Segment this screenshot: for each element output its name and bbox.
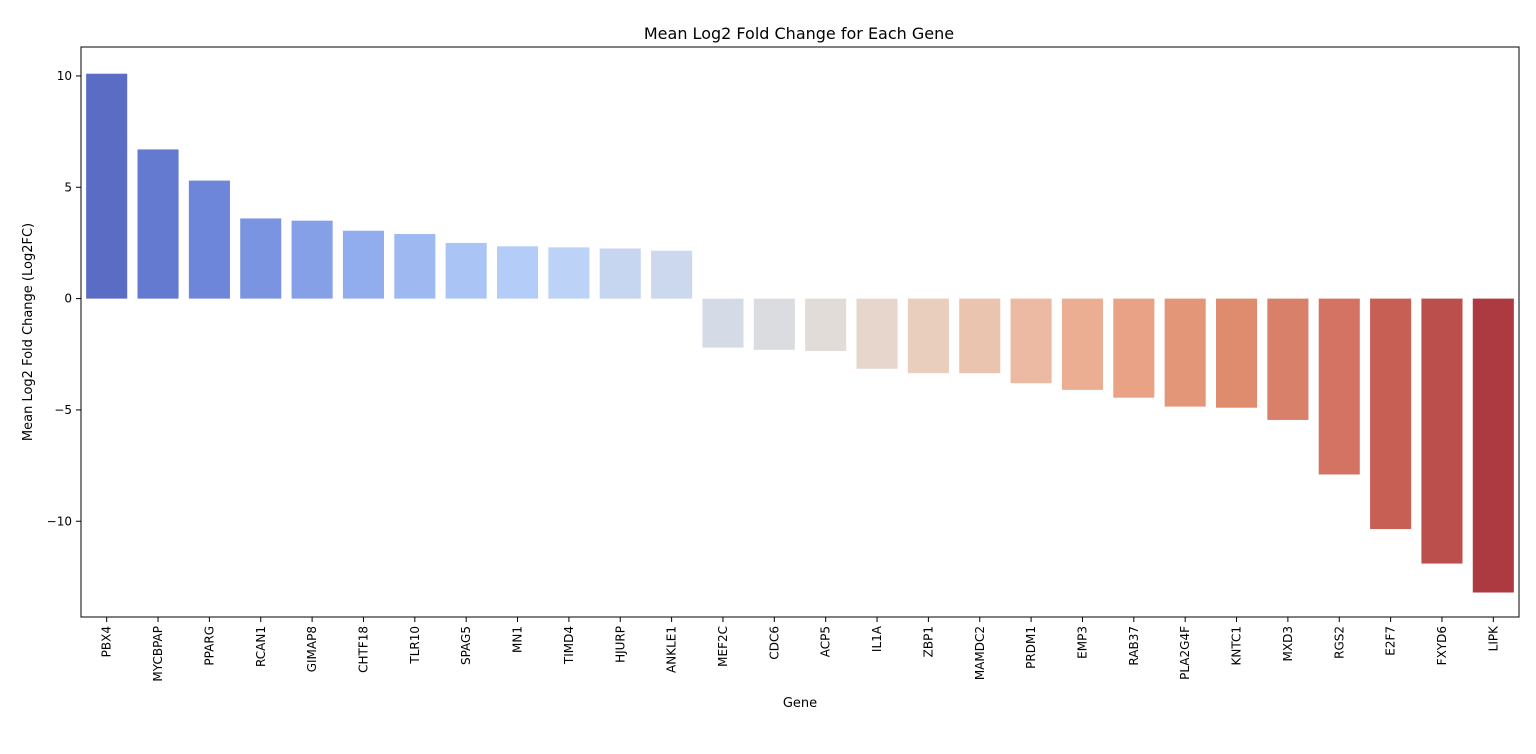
bar-rcan1 [240,218,282,299]
bar-mxd3 [1267,298,1309,420]
bar-tlr10 [394,234,436,299]
x-tick-label: HJURP [613,626,627,663]
x-tick-label: EMP3 [1075,626,1089,659]
x-tick-label: RGS2 [1332,626,1346,659]
bar-lipk [1472,298,1514,593]
bar-mycbpap [137,149,179,299]
bar-prdm1 [1010,298,1052,384]
x-tick-label: PRDM1 [1024,626,1038,669]
bar-timd4 [548,247,590,299]
x-tick-label: ANKLE1 [665,626,679,673]
bar-rgs2 [1318,298,1360,475]
x-tick-label: IL1A [870,625,884,652]
x-tick-label: MEF2C [716,626,730,667]
y-tick-label: 10 [57,69,72,83]
x-tick-label: FXYD6 [1435,626,1449,665]
x-tick-label: LIPK [1486,625,1500,651]
bar-mef2c [702,298,744,348]
bar-hjurp [599,248,641,299]
y-tick-label: 0 [64,292,72,306]
bar-mn1 [496,246,539,299]
bar-cdc6 [753,298,795,350]
x-tick-label: TIMD4 [562,626,576,665]
x-tick-label: RAB37 [1127,626,1141,666]
bar-ankle1 [651,250,693,299]
bar-pla2g4f [1164,298,1206,407]
x-tick-label: PPARG [202,626,216,666]
bar-e2f7 [1370,298,1412,530]
y-tick-label: 5 [64,180,72,194]
bar-zbp1 [907,298,949,374]
x-tick-label: CDC6 [767,626,781,660]
bar-pbx4 [86,73,128,299]
bar-pparg [188,180,230,299]
x-tick-label: MXD3 [1281,626,1295,661]
x-tick-label: ACP5 [819,626,833,657]
y-axis-ticks: −10 −5 0 5 10 [47,69,81,528]
x-tick-label: TLR10 [408,626,422,665]
y-tick-label: −5 [54,403,72,417]
x-tick-label: RCAN1 [254,626,268,667]
bar-chtf18 [342,230,385,299]
y-tick-label: −10 [47,514,72,528]
x-tick-label: SPAG5 [459,626,473,665]
x-tick-label: E2F7 [1384,626,1398,656]
chart-title: Mean Log2 Fold Change for Each Gene [644,24,954,43]
x-tick-label: MYCBPAP [151,626,165,682]
x-tick-label: GIMAP8 [305,626,319,672]
bar-kntc1 [1215,298,1258,408]
x-tick-label: KNTC1 [1230,626,1244,666]
x-tick-label: PBX4 [100,626,114,657]
x-tick-label: MAMDC2 [973,626,987,680]
bar-acp5 [805,298,847,351]
x-tick-label: ZBP1 [921,626,935,657]
x-tick-label: CHTF18 [356,626,370,673]
x-tick-label: PLA2G4F [1178,626,1192,680]
bar-gimap8 [291,220,333,299]
bar-rab37 [1113,298,1155,398]
x-axis-ticks: PBX4 MYCBPAP PPARG RCAN1 GIMAP8 CHTF18 TLR10 SP… [100,617,1500,682]
x-tick-label: MN1 [511,626,525,653]
y-axis-label: Mean Log2 Fold Change (Log2FC) [21,223,36,441]
bar-spag5 [445,242,487,299]
bar-il1a [856,298,898,369]
x-axis-label: Gene [783,696,817,711]
bar-mamdc2 [959,298,1001,374]
plot-frame [80,46,1520,618]
bar-emp3 [1061,298,1104,390]
bars-group [86,73,1514,593]
bar-fxyd6 [1421,298,1463,564]
